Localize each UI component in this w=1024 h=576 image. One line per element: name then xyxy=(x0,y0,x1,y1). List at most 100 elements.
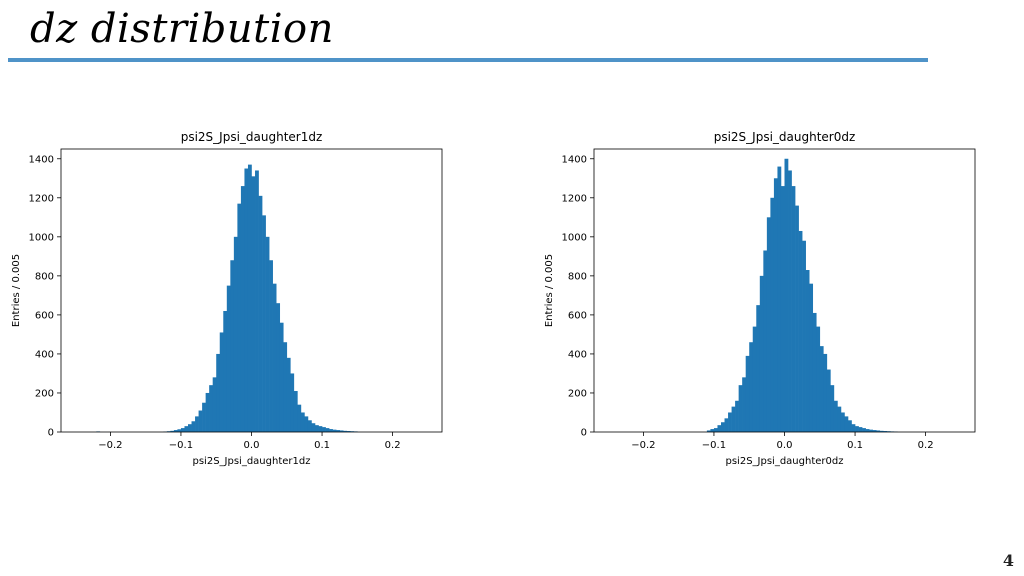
histogram-bar xyxy=(777,166,782,432)
y-axis-label: Entries / 0.005 xyxy=(544,254,555,327)
histogram-bar xyxy=(872,430,877,432)
histogram-bar xyxy=(188,424,192,432)
histogram-bar xyxy=(788,170,792,432)
histogram-bar xyxy=(844,416,849,432)
histogram-bar xyxy=(247,164,252,432)
x-tick-label: −0.2 xyxy=(98,440,122,451)
histogram-bar xyxy=(346,431,351,432)
histogram-bar xyxy=(791,186,796,432)
y-tick-label: 1000 xyxy=(29,232,54,243)
histogram-bar xyxy=(706,430,711,432)
histogram-bar xyxy=(265,236,270,432)
histogram-chart-right: psi2S_Jpsi_daughter0dz −0.2 −0.1 0.0 0.1 0.2 0… xyxy=(544,130,976,467)
histogram-bar xyxy=(226,285,231,432)
y-tick-label: 1000 xyxy=(562,232,587,243)
histogram-bar xyxy=(763,250,768,432)
histogram-bar xyxy=(329,429,333,432)
histogram-bar xyxy=(332,429,337,432)
histogram-bar xyxy=(752,326,757,432)
histogram-chart-left: psi2S_Jpsi_daughter1dz −0.2 −0.1 0.0 0.1 0.2 0… xyxy=(11,130,443,467)
histogram-bar xyxy=(322,427,326,432)
histogram-bar xyxy=(840,412,845,432)
histogram-bar xyxy=(170,430,175,432)
histogram-bar xyxy=(191,421,196,432)
histogram-bar xyxy=(279,322,284,432)
histogram-bar xyxy=(802,240,806,432)
histogram-bar xyxy=(805,270,810,432)
histogram-bar xyxy=(826,369,831,432)
x-axis-label: psi2S_Jpsi_daughter1dz xyxy=(193,456,311,467)
histogram-bar xyxy=(219,332,224,432)
histogram-bar xyxy=(848,420,852,432)
histogram-bar xyxy=(290,373,295,432)
histogram-bar xyxy=(883,431,888,432)
y-axis-label: Entries / 0.005 xyxy=(11,254,22,327)
x-tick-label: −0.1 xyxy=(702,440,726,451)
histogram-bar xyxy=(258,195,263,432)
histogram-bar xyxy=(177,429,182,432)
histogram-bar xyxy=(205,392,210,432)
histogram-bar xyxy=(283,342,288,432)
histogram-bar xyxy=(198,410,203,432)
histogram-bar xyxy=(819,346,824,432)
y-tick-label: 800 xyxy=(568,271,587,282)
y-tick-label: 1400 xyxy=(29,154,54,165)
title-rule xyxy=(8,58,928,62)
histogram-bar xyxy=(759,275,764,432)
y-tick-label: 200 xyxy=(35,388,54,399)
histogram-bar xyxy=(855,426,859,432)
histogram-bar xyxy=(318,426,323,432)
histogram-bar xyxy=(251,176,256,432)
histogram-bar xyxy=(315,425,319,432)
x-axis-label: psi2S_Jpsi_daughter0dz xyxy=(726,456,844,467)
y-tick-label: 600 xyxy=(568,310,587,321)
histogram-bar xyxy=(339,430,344,432)
histogram-bar xyxy=(756,305,761,432)
histogram-bar xyxy=(812,312,817,432)
histogram-bar xyxy=(304,416,309,432)
histogram-bar xyxy=(876,430,881,432)
histogram-bar xyxy=(710,429,715,432)
histogram-bar xyxy=(173,430,178,432)
histogram-bar xyxy=(293,391,298,432)
histogram-bar xyxy=(798,230,803,432)
histogram-bar xyxy=(237,203,242,432)
chart-title: psi2S_Jpsi_daughter0dz xyxy=(714,130,856,144)
histogram-bar xyxy=(784,158,789,433)
y-tick-label: 600 xyxy=(35,310,54,321)
histogram-bar xyxy=(209,385,213,432)
histogram-bar xyxy=(212,377,217,432)
histogram-bar xyxy=(823,353,828,432)
histogram-bar xyxy=(269,260,273,432)
histogram-bar xyxy=(202,402,206,432)
histogram-bar xyxy=(738,385,743,432)
y-tick-label: 0 xyxy=(581,428,587,439)
histogram-bar xyxy=(770,197,775,432)
x-tick-label: 0.2 xyxy=(918,440,934,451)
histogram-bar xyxy=(865,429,870,432)
histogram-bar xyxy=(240,186,245,432)
histogram-bar xyxy=(869,429,873,432)
histogram-bar xyxy=(851,424,856,432)
y-tick-label: 800 xyxy=(35,271,54,282)
x-tick-label: 0.1 xyxy=(314,440,330,451)
histogram-bar xyxy=(307,420,312,432)
histogram-bar xyxy=(311,423,316,432)
histogram-bar xyxy=(773,178,778,432)
y-tick-label: 1200 xyxy=(562,193,587,204)
slide-title: dz distribution xyxy=(30,6,334,52)
histogram-bar xyxy=(184,426,189,432)
histogram-bar xyxy=(180,428,185,432)
y-tick-label: 0 xyxy=(48,428,54,439)
histogram-bar xyxy=(300,412,305,432)
x-tick-label: 0.0 xyxy=(244,440,260,451)
histogram-bar xyxy=(325,428,330,432)
histogram-bar xyxy=(735,400,739,432)
histogram-bar xyxy=(749,342,754,432)
x-tick-label: 0.1 xyxy=(847,440,863,451)
histogram-bar xyxy=(272,283,277,432)
y-tick-label: 1200 xyxy=(29,193,54,204)
histogram-bar xyxy=(262,215,266,432)
x-tick-label: 0.0 xyxy=(777,440,793,451)
histogram-bar xyxy=(286,357,291,432)
